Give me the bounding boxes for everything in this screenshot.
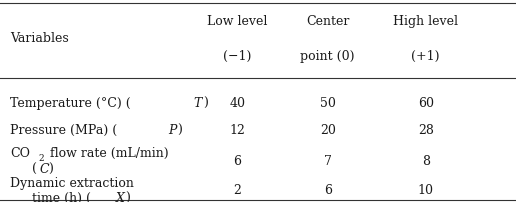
Text: 2: 2 (38, 154, 44, 163)
Text: time (h) (: time (h) ( (32, 192, 91, 202)
Text: Dynamic extraction: Dynamic extraction (10, 177, 134, 190)
Text: 8: 8 (422, 155, 430, 168)
Text: Pressure (MPa) (: Pressure (MPa) ( (10, 124, 118, 137)
Text: 50: 50 (320, 97, 335, 109)
Text: (−1): (−1) (223, 50, 251, 63)
Text: C: C (40, 163, 50, 176)
Text: 20: 20 (320, 124, 335, 137)
Text: 6: 6 (233, 155, 241, 168)
Text: flow rate (mL/min): flow rate (mL/min) (46, 147, 169, 160)
Text: 2: 2 (233, 184, 241, 197)
Text: (+1): (+1) (411, 50, 440, 63)
Text: 28: 28 (418, 124, 433, 137)
Text: ): ) (203, 97, 207, 109)
Text: High level: High level (393, 15, 458, 28)
Text: 60: 60 (417, 97, 434, 109)
Text: 10: 10 (417, 184, 434, 197)
Text: ): ) (125, 192, 130, 202)
Text: ): ) (177, 124, 182, 137)
Text: (: ( (32, 163, 37, 176)
Text: Variables: Variables (10, 32, 69, 45)
Text: X: X (116, 192, 125, 202)
Text: ): ) (49, 163, 53, 176)
Text: 12: 12 (230, 124, 245, 137)
Text: 40: 40 (229, 97, 246, 109)
Text: Low level: Low level (207, 15, 268, 28)
Text: P: P (168, 124, 176, 137)
Text: T: T (194, 97, 202, 109)
Text: CO: CO (10, 147, 30, 160)
Text: Temperature (°C) (: Temperature (°C) ( (10, 97, 131, 109)
Text: Center: Center (306, 15, 349, 28)
Text: 6: 6 (324, 184, 332, 197)
Text: 7: 7 (324, 155, 332, 168)
Text: point (0): point (0) (300, 50, 355, 63)
